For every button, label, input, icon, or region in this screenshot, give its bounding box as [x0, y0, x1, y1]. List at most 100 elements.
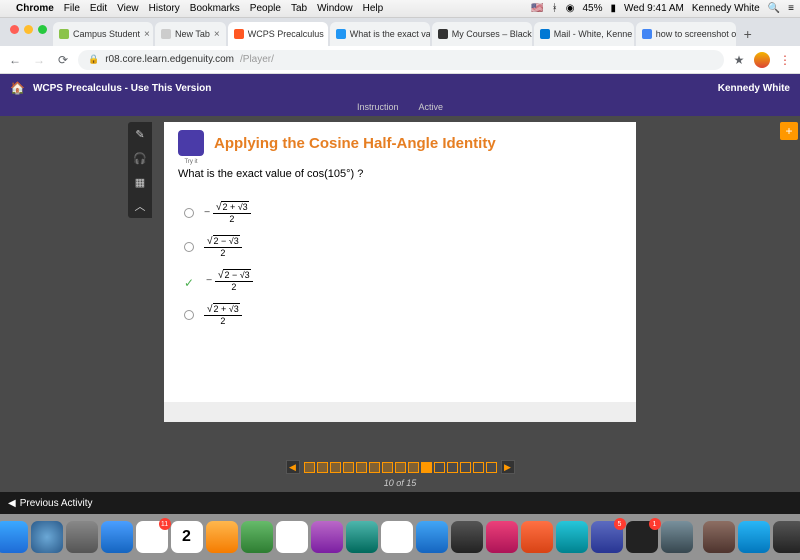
reload-button[interactable]: ⟳: [54, 51, 72, 69]
pager-step[interactable]: [304, 462, 315, 473]
bottom-nav: ◀ Previous Activity: [0, 492, 800, 514]
add-button[interactable]: +: [780, 122, 798, 140]
dock-app[interactable]: [101, 521, 133, 553]
close-icon[interactable]: ×: [214, 29, 220, 40]
dock-app[interactable]: [486, 521, 518, 553]
dock-app[interactable]: [276, 521, 308, 553]
dock-app[interactable]: [703, 521, 735, 553]
search-icon[interactable]: 🔍: [768, 3, 780, 14]
dock-app[interactable]: [416, 521, 448, 553]
dock-app[interactable]: [0, 521, 28, 553]
radio-button[interactable]: [184, 310, 194, 320]
dock-app[interactable]: [773, 521, 800, 553]
app-name[interactable]: Chrome: [16, 3, 54, 14]
lesson-title: Applying the Cosine Half-Angle Identity: [214, 135, 496, 152]
wifi-icon[interactable]: ◉: [566, 3, 575, 14]
forward-button[interactable]: →: [30, 51, 48, 69]
chrome-tabbar: Campus Student×New Tab×WCPS Precalculus×…: [0, 18, 800, 46]
profile-avatar[interactable]: [754, 52, 770, 68]
tryit-icon: [178, 130, 204, 156]
answer-option[interactable]: − 2 + √32: [184, 202, 616, 224]
sub-nav: Instruction Active: [0, 102, 800, 116]
dock-app[interactable]: [381, 521, 413, 553]
calculator-icon[interactable]: ▦: [128, 170, 152, 194]
pager-next[interactable]: ▶: [501, 460, 515, 474]
lesson-footer: [164, 402, 636, 422]
dock-app[interactable]: [451, 521, 483, 553]
browser-tab[interactable]: WCPS Precalculus×: [228, 22, 328, 46]
bluetooth-icon[interactable]: ᚼ: [552, 3, 558, 14]
back-button[interactable]: ←: [6, 51, 24, 69]
pager-step[interactable]: [408, 462, 419, 473]
pager-step[interactable]: [395, 462, 406, 473]
answer-option[interactable]: 2 + √32: [184, 304, 616, 326]
dock-app[interactable]: [206, 521, 238, 553]
close-icon[interactable]: ×: [144, 29, 150, 40]
browser-tab[interactable]: My Courses – Black×: [432, 22, 532, 46]
dock-app[interactable]: 5: [591, 521, 623, 553]
dock-app[interactable]: [311, 521, 343, 553]
mac-menubar: Chrome File Edit View History Bookmarks …: [0, 0, 800, 18]
home-icon[interactable]: 🏠: [10, 81, 25, 95]
dock-app[interactable]: 11: [136, 521, 168, 553]
pager-step[interactable]: [460, 462, 471, 473]
address-bar[interactable]: 🔒 r08.core.learn.edgenuity.com/Player/: [78, 50, 724, 70]
flag-icon: 🇺🇸: [531, 3, 543, 14]
pager: ◀ ▶: [0, 454, 800, 480]
chevron-left-icon: ◀: [8, 498, 16, 509]
answer-options: − 2 + √32 2 − √32 ✓− 2 − √32 2 + √32: [164, 184, 636, 344]
menu-icon[interactable]: ≡: [788, 3, 794, 14]
pager-step[interactable]: [434, 462, 445, 473]
dock-app[interactable]: [521, 521, 553, 553]
answer-option[interactable]: 2 − √32: [184, 236, 616, 258]
lesson-panel: Applying the Cosine Half-Angle Identity …: [164, 122, 636, 422]
dock-app[interactable]: 1: [626, 521, 658, 553]
radio-button[interactable]: [184, 242, 194, 252]
extensions-icon[interactable]: ★: [730, 51, 748, 69]
radio-button[interactable]: [184, 208, 194, 218]
dock-app[interactable]: [556, 521, 588, 553]
header-user[interactable]: Kennedy White: [718, 83, 790, 94]
headphones-icon[interactable]: 🎧: [128, 146, 152, 170]
clock[interactable]: Wed 9:41 AM: [624, 3, 684, 14]
course-title: WCPS Precalculus - Use This Version: [33, 83, 211, 94]
pager-step[interactable]: [330, 462, 341, 473]
battery-icon: ▮: [611, 3, 617, 14]
browser-tab[interactable]: New Tab×: [155, 22, 226, 46]
pager-prev[interactable]: ◀: [286, 460, 300, 474]
previous-activity[interactable]: ◀ Previous Activity: [8, 498, 93, 509]
pager-step[interactable]: [421, 462, 432, 473]
dock-app[interactable]: [31, 521, 63, 553]
window-controls[interactable]: [4, 25, 53, 40]
browser-tab[interactable]: how to screenshot o×: [636, 22, 736, 46]
lesson-toolbar: ✎ 🎧 ▦ ︿: [128, 122, 152, 218]
chrome-menu[interactable]: ⋮: [776, 51, 794, 69]
pager-step[interactable]: [356, 462, 367, 473]
pager-step[interactable]: [473, 462, 484, 473]
answer-option[interactable]: ✓− 2 − √32: [184, 270, 616, 292]
dock-app[interactable]: [738, 521, 770, 553]
question-text: What is the exact value of cos(105°) ?: [164, 164, 636, 184]
browser-tab[interactable]: Mail - White, Kenne×: [534, 22, 634, 46]
pencil-icon[interactable]: ✎: [128, 122, 152, 146]
user-name[interactable]: Kennedy White: [692, 3, 760, 14]
pager-step[interactable]: [317, 462, 328, 473]
collapse-icon[interactable]: ︿: [128, 194, 152, 218]
dock-app[interactable]: [346, 521, 378, 553]
new-tab-button[interactable]: +: [738, 26, 758, 46]
pager-step[interactable]: [486, 462, 497, 473]
dock-app[interactable]: [241, 521, 273, 553]
battery-pct: 45%: [582, 3, 602, 14]
dock-app[interactable]: 2: [171, 521, 203, 553]
chrome-toolbar: ← → ⟳ 🔒 r08.core.learn.edgenuity.com/Pla…: [0, 46, 800, 74]
pager-step[interactable]: [343, 462, 354, 473]
pager-step[interactable]: [369, 462, 380, 473]
pager-label: 10 of 15: [0, 478, 800, 492]
dock-app[interactable]: [661, 521, 693, 553]
pager-step[interactable]: [382, 462, 393, 473]
browser-tab[interactable]: What is the exact va×: [330, 22, 430, 46]
lock-icon: 🔒: [88, 54, 99, 65]
pager-step[interactable]: [447, 462, 458, 473]
dock-app[interactable]: [66, 521, 98, 553]
browser-tab[interactable]: Campus Student×: [53, 22, 153, 46]
